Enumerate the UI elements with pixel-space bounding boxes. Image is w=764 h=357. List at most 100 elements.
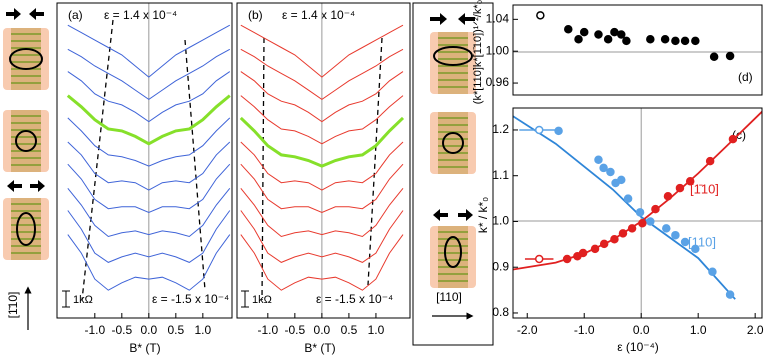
plot-area <box>513 108 762 318</box>
scale-bar <box>241 290 249 308</box>
point <box>534 125 544 135</box>
x-tick-label: -0.5 <box>285 323 306 337</box>
point <box>671 36 680 46</box>
x-tick-label: -2.0 <box>517 323 538 337</box>
x-tick-label: 1.0 <box>690 323 707 337</box>
fermi-ellipse <box>9 48 43 70</box>
point <box>564 25 573 34</box>
frame <box>512 107 763 319</box>
point <box>708 267 717 277</box>
y-tick-label: 1.0 <box>492 214 509 228</box>
curve <box>239 116 405 168</box>
y-axis-label: (k*[110]k*[1̄10])¹ᐟ²/k*₀ <box>472 0 484 104</box>
curve <box>67 210 231 263</box>
point <box>536 11 545 20</box>
point <box>599 163 608 173</box>
sample-cell <box>2 197 50 261</box>
y-tick-label: 0.9 <box>492 259 509 273</box>
x-tick-label: 1.0 <box>194 323 211 337</box>
point <box>680 237 690 247</box>
curve <box>67 71 231 123</box>
curve <box>67 24 231 78</box>
panel-label: (b) <box>248 8 263 22</box>
point <box>618 229 628 238</box>
curve <box>67 48 231 101</box>
point <box>554 126 563 136</box>
panel-label: (d) <box>738 70 753 84</box>
point <box>617 30 626 39</box>
direction-label: [1̄10] <box>6 292 20 319</box>
stretch-arrows <box>433 209 473 221</box>
curve <box>240 163 404 213</box>
x-tick-label: -1.0 <box>84 323 105 337</box>
point <box>691 244 700 254</box>
curve <box>240 141 404 191</box>
curve <box>240 234 404 291</box>
point <box>534 254 544 264</box>
frame <box>512 4 763 96</box>
stretch-arrows <box>7 180 45 192</box>
point <box>603 34 613 44</box>
direction-label: [110] <box>436 290 462 304</box>
annotation: ε = 1.4 x 10⁻⁴ <box>282 8 355 22</box>
curve <box>67 234 231 291</box>
point <box>617 175 626 185</box>
curve <box>66 94 231 146</box>
guide-line <box>184 39 206 291</box>
point <box>663 192 673 201</box>
point <box>662 224 671 233</box>
point <box>675 183 685 193</box>
curve <box>240 71 404 123</box>
point <box>622 36 631 46</box>
point <box>574 34 583 44</box>
schematic-left: [1̄10] <box>2 8 50 330</box>
annotation: ε = -1.5 x 10⁻⁴ <box>316 292 393 306</box>
point <box>725 51 735 61</box>
point <box>590 244 600 254</box>
x-tick-label: 2.0 <box>747 323 764 337</box>
fermi-ellipse <box>444 236 462 268</box>
annotation: ε = 1.4 x 10⁻⁴ <box>104 8 177 22</box>
point <box>562 254 572 264</box>
x-axis-label: B* (T) <box>129 341 160 355</box>
curve <box>240 210 404 263</box>
point <box>606 167 615 177</box>
point <box>594 155 603 164</box>
x-tick-label: -0.5 <box>111 323 132 337</box>
y-tick-label: 1.2 <box>492 122 509 136</box>
point <box>579 27 589 37</box>
fermi-ellipse <box>16 212 36 246</box>
sample-cell <box>429 225 477 289</box>
point <box>594 30 603 39</box>
panel-label: (a) <box>68 8 83 22</box>
x-tick-label: -1.0 <box>257 323 278 337</box>
point <box>705 156 715 166</box>
curve <box>240 24 404 78</box>
point <box>610 27 619 37</box>
curve <box>240 187 404 238</box>
x-tick-label: 0.0 <box>314 323 331 337</box>
point <box>680 36 690 46</box>
point <box>725 290 735 299</box>
curve <box>67 117 231 167</box>
frame <box>236 2 411 319</box>
point <box>646 217 655 226</box>
x-tick-label: 0.0 <box>633 323 650 337</box>
curve <box>240 95 404 145</box>
series-label: [1̄10] <box>690 181 719 196</box>
sample-cell <box>2 109 50 173</box>
sample-cell <box>429 31 477 95</box>
point <box>610 235 619 244</box>
point <box>635 208 645 217</box>
point <box>623 194 633 203</box>
point <box>671 230 680 240</box>
x-tick-label: 0.0 <box>140 323 157 337</box>
point <box>691 36 700 46</box>
fermi-circle <box>15 130 37 152</box>
y-tick-label: 1.1 <box>492 168 509 182</box>
curve <box>240 48 404 101</box>
point <box>578 248 588 258</box>
scale-bar-label: 1kΩ <box>73 294 93 306</box>
curve <box>67 141 231 191</box>
